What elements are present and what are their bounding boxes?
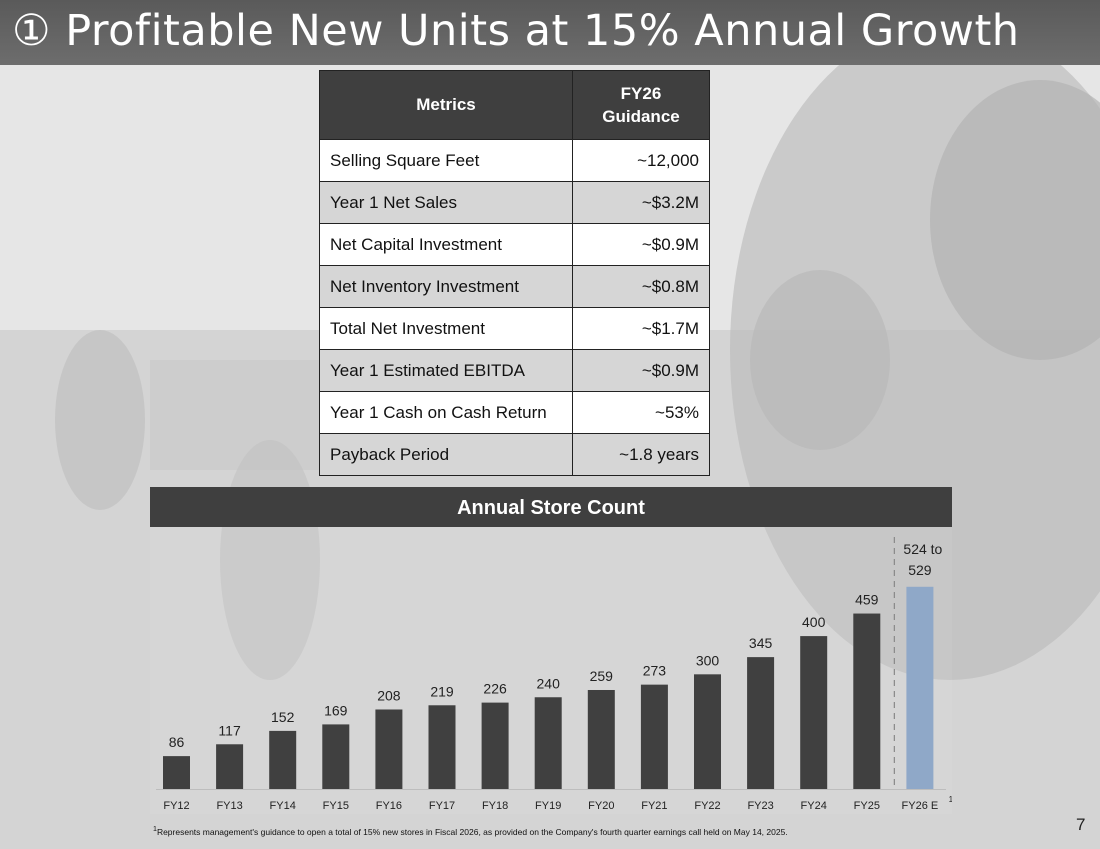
table-row: Selling Square Feet ~12,000	[319, 139, 710, 182]
data-label: 529	[908, 562, 932, 578]
bar	[640, 684, 668, 789]
metric-label: Total Net Investment	[319, 307, 573, 350]
bar	[375, 709, 403, 789]
footnote-marker: 1	[949, 795, 952, 804]
table-row: Payback Period ~1.8 years	[319, 433, 710, 476]
chart-title: Annual Store Count	[150, 487, 952, 527]
metric-value: ~$0.9M	[572, 349, 710, 392]
tick-label: FY21	[641, 800, 667, 812]
metric-label: Year 1 Cash on Cash Return	[319, 391, 573, 434]
metric-value: ~53%	[572, 391, 710, 434]
metric-label: Year 1 Net Sales	[319, 181, 573, 224]
tick-label: FY13	[216, 800, 242, 812]
data-label: 400	[802, 614, 826, 630]
bar	[481, 702, 509, 789]
metric-label: Net Capital Investment	[319, 223, 573, 266]
bar	[747, 657, 775, 789]
metric-value: ~1.8 years	[572, 433, 710, 476]
page-number: 7	[1076, 815, 1086, 834]
data-label: 169	[324, 702, 348, 718]
footnote: 1Represents management's guidance to ope…	[153, 825, 788, 837]
page-title: ① Profitable New Units at 15% Annual Gro…	[12, 6, 1020, 56]
tick-label: FY19	[535, 800, 561, 812]
guidance-header-line2: Guidance	[602, 107, 680, 126]
footnote-text: Represents management's guidance to open…	[156, 826, 788, 837]
metric-label: Net Inventory Investment	[319, 265, 573, 308]
bar	[322, 724, 350, 789]
bar	[269, 730, 297, 789]
tick-label: FY22	[694, 800, 720, 812]
bar	[216, 744, 244, 789]
metric-value: ~$0.9M	[572, 223, 710, 266]
chart-svg: 86 FY12 117 FY13 152 FY14 169 FY15 208 FY16 219 FY1…	[156, 537, 952, 812]
metrics-header: Metrics	[319, 70, 573, 140]
store-count-chart: Annual Store Count 86 FY12 117 FY13 152 FY14 1…	[150, 487, 952, 814]
tick-label: FY18	[482, 800, 508, 812]
metrics-table: Metrics FY26 Guidance Selling Square Fee…	[319, 70, 710, 476]
data-label: 208	[377, 687, 401, 703]
tick-label: FY15	[323, 800, 349, 812]
table-row: Net Inventory Investment ~$0.8M	[319, 265, 710, 308]
data-label: 345	[749, 635, 773, 651]
guidance-header: FY26 Guidance	[572, 70, 710, 140]
table-row: Year 1 Estimated EBITDA ~$0.9M	[319, 349, 710, 392]
bar	[428, 705, 456, 789]
data-label: 524 to	[903, 541, 942, 557]
table-row: Year 1 Net Sales ~$3.2M	[319, 181, 710, 224]
bar	[906, 586, 934, 789]
bar	[853, 613, 881, 789]
metric-value: ~$3.2M	[572, 181, 710, 224]
data-label: 226	[483, 681, 507, 697]
chart-area: 86 FY12 117 FY13 152 FY14 169 FY15 208 FY16 219 FY1…	[150, 527, 952, 814]
data-label: 300	[696, 652, 720, 668]
metric-value: ~$1.7M	[572, 307, 710, 350]
bar	[800, 636, 828, 789]
data-label: 152	[271, 709, 295, 725]
data-label: 117	[218, 722, 241, 738]
data-label: 459	[855, 592, 879, 608]
title-bar: ① Profitable New Units at 15% Annual Gro…	[0, 0, 1100, 65]
metric-label: Payback Period	[319, 433, 573, 476]
tick-label: FY17	[429, 800, 455, 812]
bar	[587, 689, 615, 789]
guidance-header-line1: FY26	[620, 84, 662, 103]
data-label: 273	[643, 663, 667, 679]
tick-label: FY20	[588, 800, 614, 812]
data-label: 240	[537, 675, 561, 691]
footnote-marker: 1	[153, 825, 157, 833]
table-row: Total Net Investment ~$1.7M	[319, 307, 710, 350]
data-label: 259	[590, 668, 614, 684]
tick-label: FY25	[854, 800, 880, 812]
tick-label: FY16	[376, 800, 402, 812]
metric-value: ~$0.8M	[572, 265, 710, 308]
tick-label: FY26 E	[902, 800, 939, 812]
bar	[534, 697, 562, 789]
tick-label: FY23	[747, 800, 773, 812]
tick-label: FY12	[163, 800, 189, 812]
table-row: Net Capital Investment ~$0.9M	[319, 223, 710, 266]
metric-value: ~12,000	[572, 139, 710, 182]
data-label: 86	[169, 734, 185, 750]
data-label: 219	[430, 683, 454, 699]
table-row: Year 1 Cash on Cash Return ~53%	[319, 391, 710, 434]
tick-label: FY14	[270, 800, 296, 812]
metric-label: Year 1 Estimated EBITDA	[319, 349, 573, 392]
bar	[694, 674, 721, 789]
tick-label: FY24	[801, 800, 827, 812]
metric-label: Selling Square Feet	[319, 139, 573, 182]
bar	[163, 756, 190, 789]
